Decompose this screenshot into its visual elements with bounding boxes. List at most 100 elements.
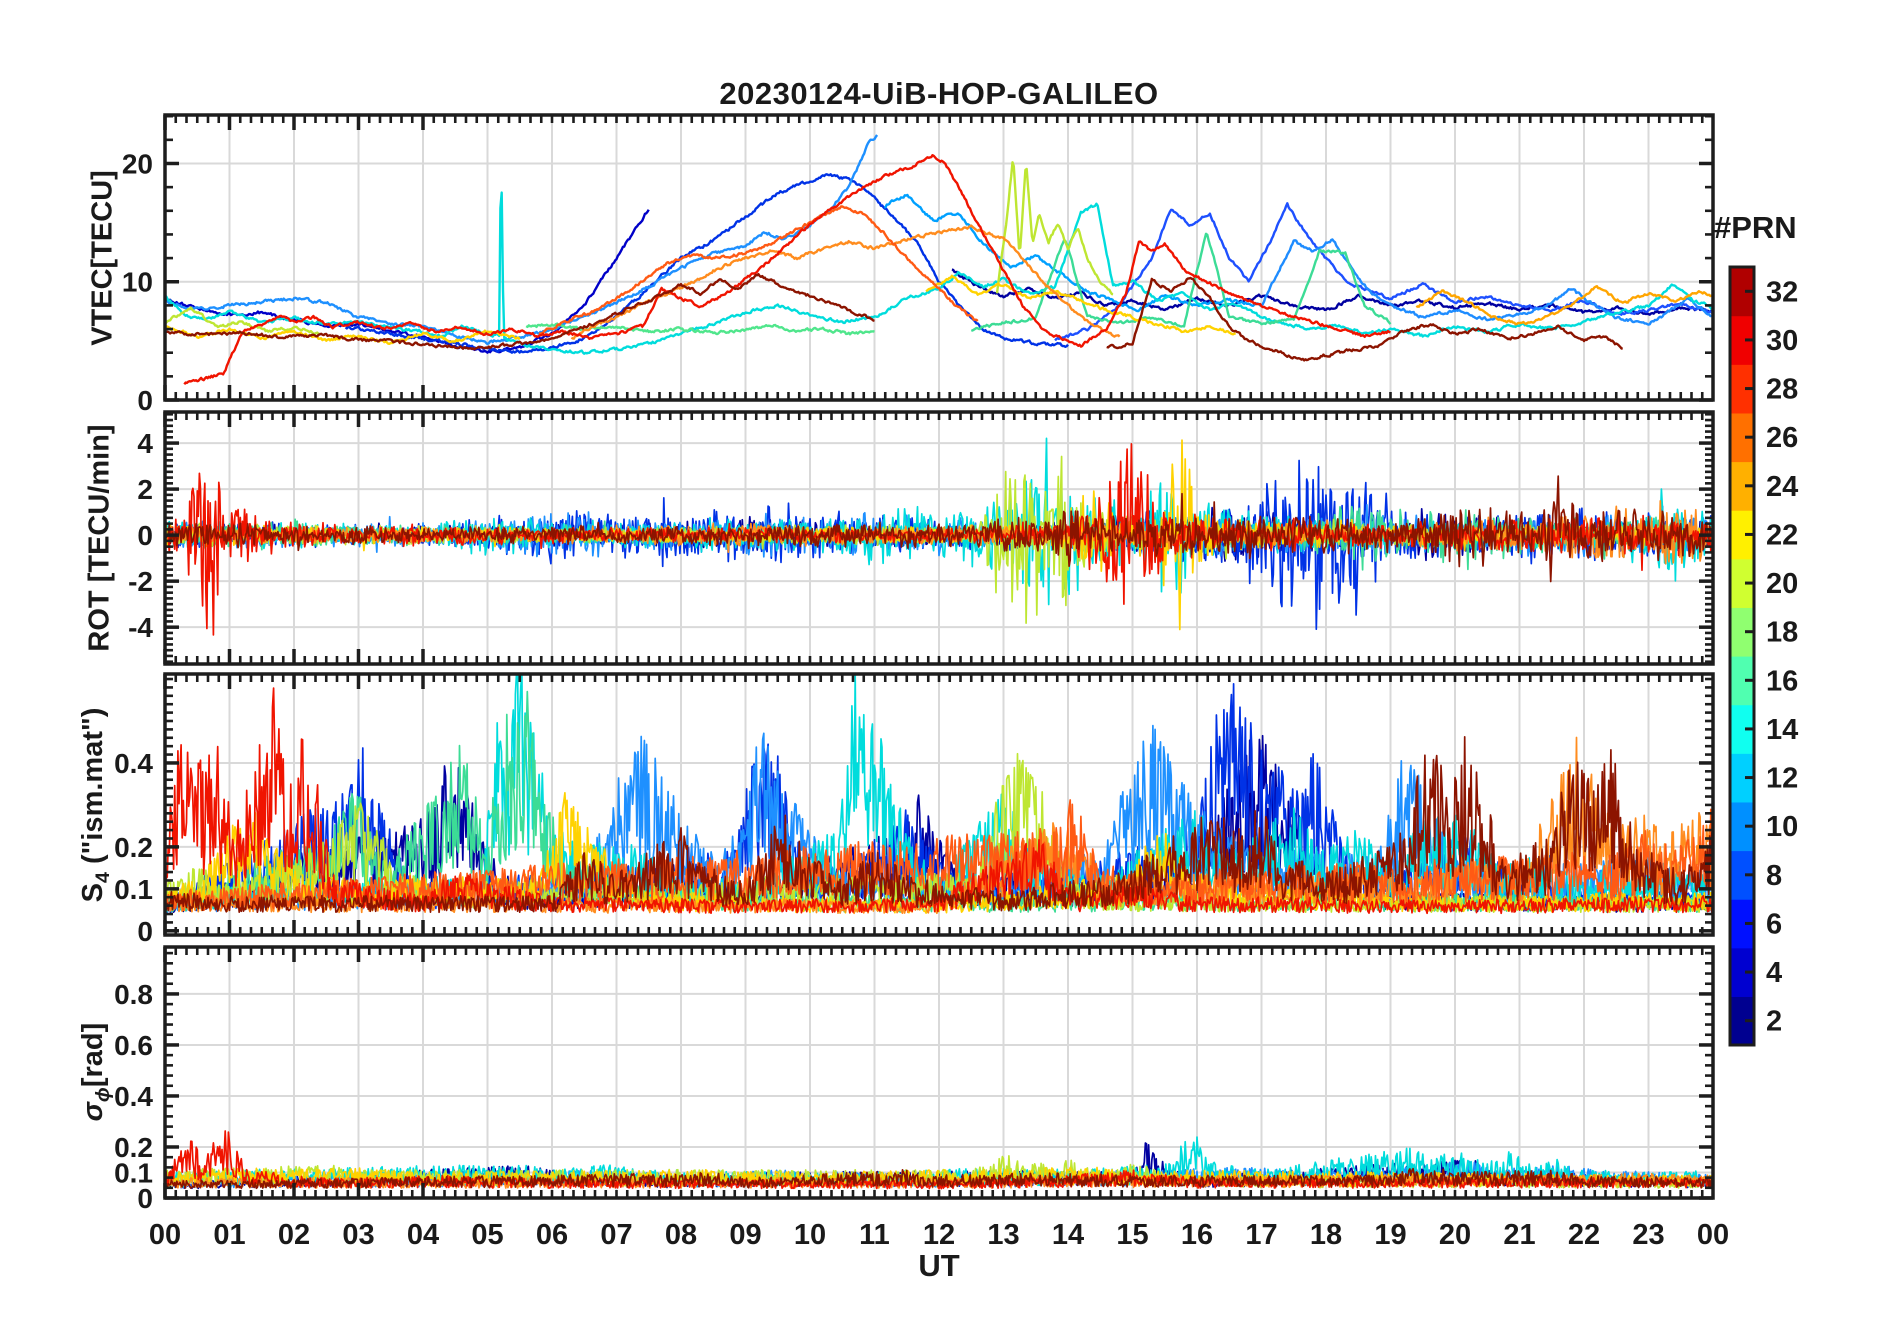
svg-text:12: 12 [1766, 763, 1798, 795]
svg-text:10: 10 [794, 1219, 826, 1251]
vtec-panel: 0 10 20 [122, 113, 1715, 416]
svg-text:0.6: 0.6 [114, 1030, 153, 1061]
svg-text:19: 19 [1374, 1219, 1406, 1251]
vtec-series-prn-5 [1054, 202, 1713, 342]
svg-text:07: 07 [600, 1219, 632, 1251]
svg-text:23: 23 [1632, 1219, 1664, 1251]
s4-panel: 0 0.1 0.2 0.4 [114, 672, 1715, 947]
svg-text:0.8: 0.8 [114, 979, 153, 1010]
svg-text:24: 24 [1766, 471, 1798, 503]
svg-text:18: 18 [1766, 617, 1798, 649]
svg-text:32: 32 [1766, 276, 1798, 308]
svg-text:2: 2 [137, 474, 153, 505]
s4-series-prn-32 [165, 735, 1713, 914]
svg-text:0.4: 0.4 [114, 748, 153, 779]
x-axis-label: UT [918, 1248, 960, 1283]
vtec-series-prn-20 [925, 274, 1236, 336]
svg-text:8: 8 [1766, 860, 1782, 892]
vtec-series-prn-4 [165, 209, 650, 354]
vtec-series-prn-3 [951, 268, 1713, 316]
svg-text:03: 03 [342, 1219, 374, 1251]
svg-text:0.1: 0.1 [114, 874, 153, 905]
svg-text:18: 18 [1310, 1219, 1342, 1251]
svg-text:15: 15 [1116, 1219, 1148, 1251]
svg-text:30: 30 [1766, 325, 1798, 357]
vtec-series-prn-26 [538, 205, 979, 335]
svg-text:13: 13 [987, 1219, 1019, 1251]
vtec-series-prn-8 [165, 134, 879, 346]
svg-text:10: 10 [1766, 811, 1798, 843]
svg-text:0.2: 0.2 [114, 1132, 153, 1163]
svg-text:22: 22 [1766, 519, 1798, 551]
rot-ticks [163, 412, 1713, 664]
svg-text:04: 04 [407, 1219, 439, 1251]
svg-text:4: 4 [1766, 957, 1782, 989]
vtec-series-prn-28 [183, 154, 1391, 386]
svg-text:00: 00 [1697, 1219, 1729, 1251]
svg-text:2: 2 [1766, 1006, 1782, 1038]
svg-text:-2: -2 [128, 566, 153, 597]
svg-text:0.1: 0.1 [114, 1157, 153, 1188]
svg-text:-4: -4 [128, 612, 153, 643]
svg-text:06: 06 [536, 1219, 568, 1251]
rot-panel: -4 -2 0 2 4 [128, 410, 1715, 666]
s4-ticks [163, 674, 1713, 935]
s4-ytick-labels: 0 0.1 0.2 0.4 [114, 748, 153, 947]
sigma-ytick-labels: 00.10.2 0.4 0.6 0.8 [114, 979, 153, 1214]
svg-text:20: 20 [1766, 568, 1798, 600]
colorbar-title: #PRN [1714, 210, 1797, 245]
svg-text:02: 02 [278, 1219, 310, 1251]
chart-title: 20230124-UiB-HOP-GALILEO [719, 76, 1159, 111]
vtec-series-group [165, 134, 1713, 386]
vtec-ticks [163, 114, 1713, 402]
vtec-series-prn-15 [970, 232, 1392, 332]
vtec-series-prn-10 [884, 193, 1262, 313]
vtec-series-prn-22 [1415, 285, 1713, 326]
svg-text:05: 05 [471, 1219, 503, 1251]
svg-text:0: 0 [137, 520, 153, 551]
svg-text:14: 14 [1052, 1219, 1084, 1251]
rot-series-group [165, 437, 1713, 636]
colorbar-frame [1728, 265, 1756, 1047]
svg-text:10: 10 [122, 267, 153, 298]
vtec-ytick-labels: 0 10 20 [122, 148, 153, 416]
svg-text:12: 12 [923, 1219, 955, 1251]
svg-text:26: 26 [1766, 422, 1798, 454]
s4-series-group [165, 674, 1713, 915]
svg-text:4: 4 [137, 428, 153, 459]
xtick-labels: 00 01 02 03 04 05 06 07 08 09 10 11 12 13 14 15 16 17 18 19… [149, 1219, 1729, 1251]
svg-text:00: 00 [149, 1219, 181, 1251]
svg-text:0.4: 0.4 [114, 1081, 153, 1112]
svg-text:20: 20 [1439, 1219, 1471, 1251]
vtec-series-prn-9 [1260, 238, 1713, 326]
sigma-gridlines [165, 947, 1713, 1198]
svg-text:22: 22 [1568, 1219, 1600, 1251]
vtec-gridlines [165, 115, 1713, 400]
vtec-series-prn-18 [995, 161, 1114, 296]
rot-series-prn-32 [165, 475, 1713, 583]
svg-text:0: 0 [137, 1183, 153, 1214]
vtec-series-prn-18 [165, 306, 321, 336]
svg-text:14: 14 [1766, 714, 1798, 746]
vtec-series-prn-32 [165, 272, 875, 351]
svg-text:20: 20 [122, 148, 153, 179]
svg-text:17: 17 [1245, 1219, 1277, 1251]
vtec-series-prn-32 [1106, 276, 1623, 362]
svg-text:16: 16 [1766, 665, 1798, 697]
svg-text:21: 21 [1503, 1219, 1535, 1251]
rot-ytick-labels: -4 -2 0 2 4 [128, 428, 153, 643]
vtec-series-prn-6 [344, 173, 1069, 354]
svg-text:0: 0 [137, 916, 153, 947]
svg-text:16: 16 [1181, 1219, 1213, 1251]
svg-text:01: 01 [213, 1219, 245, 1251]
sigma-panel: 00.10.2 0.4 0.6 0.8 [114, 945, 1715, 1214]
svg-text:08: 08 [665, 1219, 697, 1251]
sigma-ticks [163, 947, 1713, 1200]
svg-text:11: 11 [859, 1219, 890, 1251]
svg-text:09: 09 [729, 1219, 761, 1251]
svg-text:0.2: 0.2 [114, 832, 153, 863]
svg-text:0: 0 [137, 385, 153, 416]
